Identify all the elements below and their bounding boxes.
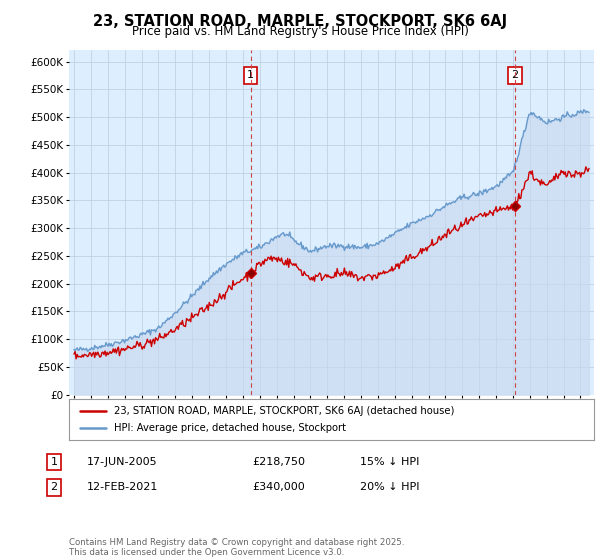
Text: 2: 2: [511, 71, 518, 81]
Text: 23, STATION ROAD, MARPLE, STOCKPORT, SK6 6AJ: 23, STATION ROAD, MARPLE, STOCKPORT, SK6…: [93, 14, 507, 29]
Text: 1: 1: [247, 71, 254, 81]
Text: Price paid vs. HM Land Registry's House Price Index (HPI): Price paid vs. HM Land Registry's House …: [131, 25, 469, 38]
Text: £340,000: £340,000: [252, 482, 305, 492]
Text: 23, STATION ROAD, MARPLE, STOCKPORT, SK6 6AJ (detached house): 23, STATION ROAD, MARPLE, STOCKPORT, SK6…: [113, 405, 454, 416]
Text: 15% ↓ HPI: 15% ↓ HPI: [360, 457, 419, 467]
Text: Contains HM Land Registry data © Crown copyright and database right 2025.
This d: Contains HM Land Registry data © Crown c…: [69, 538, 404, 557]
Text: 12-FEB-2021: 12-FEB-2021: [87, 482, 158, 492]
Text: HPI: Average price, detached house, Stockport: HPI: Average price, detached house, Stoc…: [113, 423, 346, 433]
Text: 1: 1: [50, 457, 58, 467]
Text: £218,750: £218,750: [252, 457, 305, 467]
Text: 2: 2: [50, 482, 58, 492]
Text: 20% ↓ HPI: 20% ↓ HPI: [360, 482, 419, 492]
Text: 17-JUN-2005: 17-JUN-2005: [87, 457, 158, 467]
